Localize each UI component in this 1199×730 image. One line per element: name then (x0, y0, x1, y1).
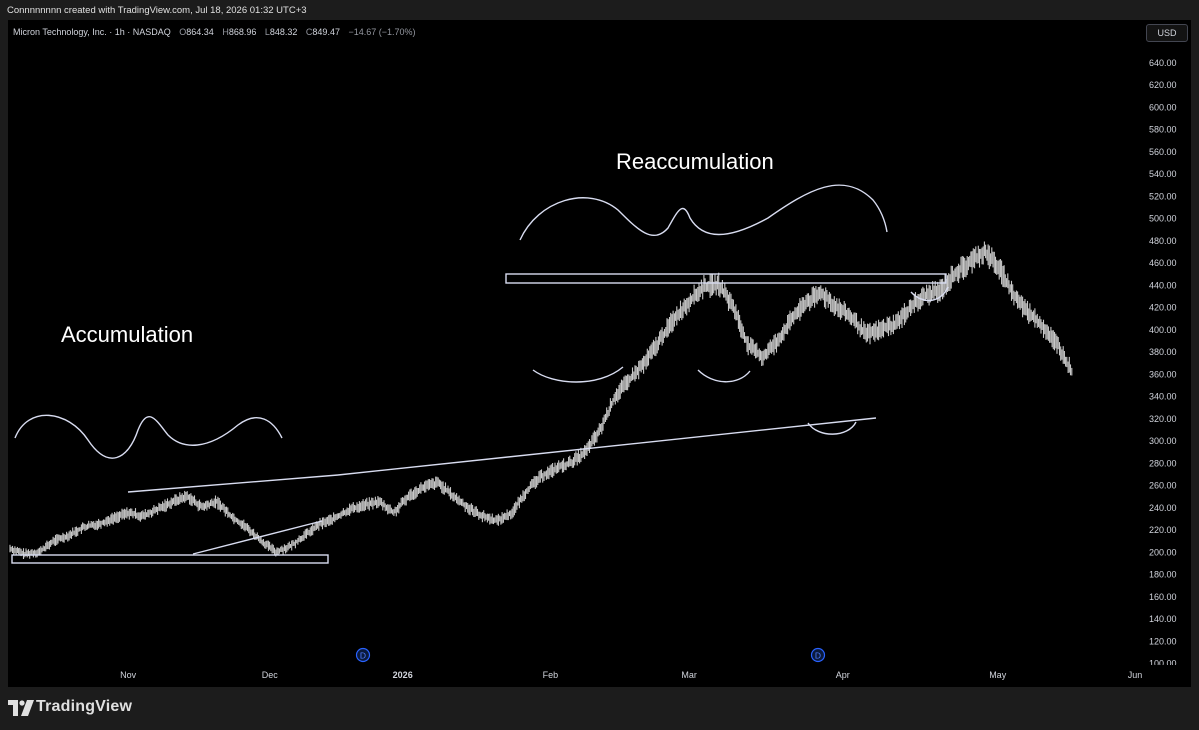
price-tick-label: 640.00 (1149, 58, 1177, 68)
price-tick-label: 380.00 (1149, 347, 1177, 357)
dividend-marker-1[interactable]: D (355, 647, 371, 663)
price-tick-label: 260.00 (1149, 481, 1177, 491)
price-tick-label: 200.00 (1149, 547, 1177, 557)
price-tick-label: 520.00 (1149, 191, 1177, 201)
price-tick-label: 360.00 (1149, 369, 1177, 379)
price-tick-label: 320.00 (1149, 414, 1177, 424)
price-tick-label: 540.00 (1149, 169, 1177, 179)
reaccumulation-cup-arc-1[interactable] (532, 366, 624, 383)
long-rising-trendline[interactable] (337, 417, 877, 476)
accumulation-support-box[interactable] (11, 554, 329, 564)
price-tick-label: 180.00 (1149, 570, 1177, 580)
price-tick-label: 560.00 (1149, 147, 1177, 157)
open-label: O (179, 27, 187, 37)
price-tick-label: 280.00 (1149, 458, 1177, 468)
price-tick-label: 240.00 (1149, 503, 1177, 513)
price-tick-label: 220.00 (1149, 525, 1177, 535)
time-tick-label: Nov (120, 670, 137, 680)
time-tick-label: Apr (836, 670, 850, 680)
dividend-marker-1-label: D (360, 651, 366, 661)
time-tick-label: Dec (262, 670, 279, 680)
price-axis[interactable]: 640.00 620.00 600.00 580.00 560.00 540.00 520.… (1142, 20, 1191, 669)
time-tick-label: Feb (543, 670, 559, 680)
high-value: 868.96 (228, 27, 257, 37)
snapshot-credit: Connnnnnnn created with TradingView.com,… (7, 5, 307, 16)
open-value: 864.34 (186, 27, 214, 37)
tradingview-logo-icon (8, 700, 34, 716)
reaccumulation-cup-arc-3[interactable] (807, 421, 857, 435)
chart-header: Connnnnnnn created with TradingView.com,… (0, 0, 1199, 20)
footer: TradingView (0, 687, 1199, 730)
symbol-legend[interactable]: Micron Technology, Inc. · 1h · NASDAQ O8… (13, 27, 416, 37)
price-tick-label: 580.00 (1149, 125, 1177, 135)
reaccumulation-label: Reaccumulation (616, 149, 774, 174)
price-tick-label: 440.00 (1149, 280, 1177, 290)
time-tick-label: 2026 (393, 670, 413, 680)
price-tick-label: 460.00 (1149, 258, 1177, 268)
price-tick-label: 120.00 (1149, 636, 1177, 646)
dividend-marker-2-label: D (815, 651, 821, 661)
low-label: L (264, 27, 270, 37)
close-value: 849.47 (312, 27, 340, 37)
price-tick-label: 480.00 (1149, 236, 1177, 246)
time-tick-label: May (989, 670, 1007, 680)
price-tick-label: 420.00 (1149, 303, 1177, 313)
reaccumulation-cup-arc-2[interactable] (697, 369, 751, 383)
chart-pane[interactable]: Accumulation Reaccumulation D D (8, 20, 1142, 665)
change-value: −14.67 (−1.70%) (348, 27, 416, 37)
close-label: C (305, 27, 313, 37)
price-tick-label: 600.00 (1149, 102, 1177, 112)
currency-button[interactable]: USD (1146, 24, 1188, 42)
reaccumulation-wave-curve[interactable] (519, 184, 888, 241)
dividend-marker-2[interactable]: D (810, 647, 826, 663)
symbol-name: Micron Technology, Inc. · 1h · NASDAQ (13, 27, 171, 37)
accumulation-upper-trendline[interactable] (127, 474, 339, 493)
price-tick-label: 100.00 (1149, 659, 1177, 666)
reaccumulation-cup-arc-4[interactable] (910, 286, 949, 302)
accumulation-label: Accumulation (61, 322, 193, 347)
time-axis-labels: Nov Dec 2026 Feb Mar Apr May Jun (120, 670, 1143, 680)
price-tick-label: 140.00 (1149, 614, 1177, 624)
time-axis[interactable]: Nov Dec 2026 Feb Mar Apr May Jun (8, 665, 1191, 687)
reaccumulation-resistance-box[interactable] (505, 273, 947, 284)
price-tick-label: 340.00 (1149, 392, 1177, 402)
candle-series (9, 241, 1073, 559)
price-tick-label: 500.00 (1149, 214, 1177, 224)
accumulation-lower-trendline[interactable] (192, 520, 323, 555)
time-tick-label: Mar (681, 670, 697, 680)
brand-name: TradingView (36, 698, 133, 715)
accumulation-wave-curve[interactable] (14, 414, 283, 459)
price-axis-labels: 640.00 620.00 600.00 580.00 560.00 540.00 520.… (1149, 58, 1177, 669)
high-label: H (222, 27, 229, 37)
price-tick-label: 620.00 (1149, 80, 1177, 90)
drawing-layer (11, 184, 949, 564)
low-value: 848.32 (269, 27, 298, 37)
price-tick-label: 400.00 (1149, 325, 1177, 335)
time-tick-label: Jun (1128, 670, 1143, 680)
price-tick-label: 160.00 (1149, 592, 1177, 602)
price-chart[interactable]: Accumulation Reaccumulation D D (8, 20, 1142, 665)
price-tick-label: 300.00 (1149, 436, 1177, 446)
